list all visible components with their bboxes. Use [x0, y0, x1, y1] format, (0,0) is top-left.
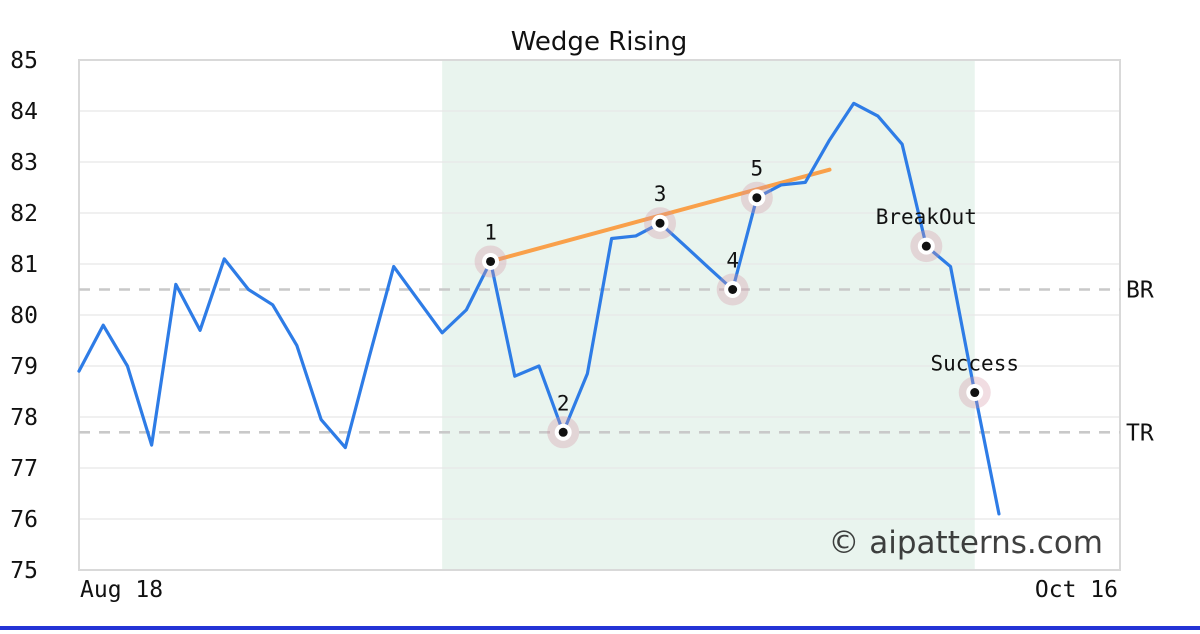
y-tick-label: 77	[10, 456, 38, 482]
y-tick-label: 76	[10, 507, 38, 533]
marker-dot	[752, 193, 762, 203]
marker-breakout: BreakOut	[876, 205, 977, 263]
y-tick-label: 81	[10, 252, 38, 278]
marker-success: Success	[930, 352, 1019, 409]
y-tick-label: 82	[10, 201, 38, 227]
chart-title: Wedge Rising	[511, 27, 688, 57]
y-tick-label: 75	[10, 558, 38, 584]
marker-dot	[970, 388, 980, 398]
marker-4: 4	[716, 249, 749, 306]
marker-dot	[921, 241, 931, 251]
footer-bar	[0, 626, 1200, 630]
marker-label: 1	[484, 220, 497, 244]
marker-label: 3	[654, 182, 667, 206]
marker-dot	[486, 256, 496, 266]
y-tick-label: 78	[10, 405, 38, 431]
marker-dot	[558, 427, 568, 437]
marker-label: BreakOut	[876, 205, 977, 229]
marker-3: 3	[644, 182, 677, 240]
marker-1: 1	[474, 220, 507, 278]
level-label-tr: TR	[1126, 420, 1154, 446]
y-tick-label: 85	[10, 48, 38, 74]
marker-dot	[655, 218, 665, 228]
level-label-br: BR	[1126, 278, 1154, 304]
x-tick-end: Oct 16	[1035, 577, 1118, 603]
watermark: © aipatterns.com	[828, 525, 1103, 561]
marker-label: Success	[930, 352, 1019, 376]
y-tick-label: 79	[10, 354, 38, 380]
plot-border	[78, 59, 1121, 571]
y-tick-label: 84	[10, 99, 38, 125]
y-tick-label: 83	[10, 150, 38, 176]
marker-label: 5	[751, 157, 764, 181]
marker-5: 5	[740, 157, 773, 214]
marker-2: 2	[547, 391, 580, 449]
price-line	[77, 101, 1001, 516]
x-tick-start: Aug 18	[80, 577, 163, 603]
marker-dot	[728, 285, 738, 294]
marker-label: 2	[557, 391, 570, 415]
y-tick-label: 80	[10, 303, 38, 329]
marker-label: 4	[726, 249, 739, 273]
